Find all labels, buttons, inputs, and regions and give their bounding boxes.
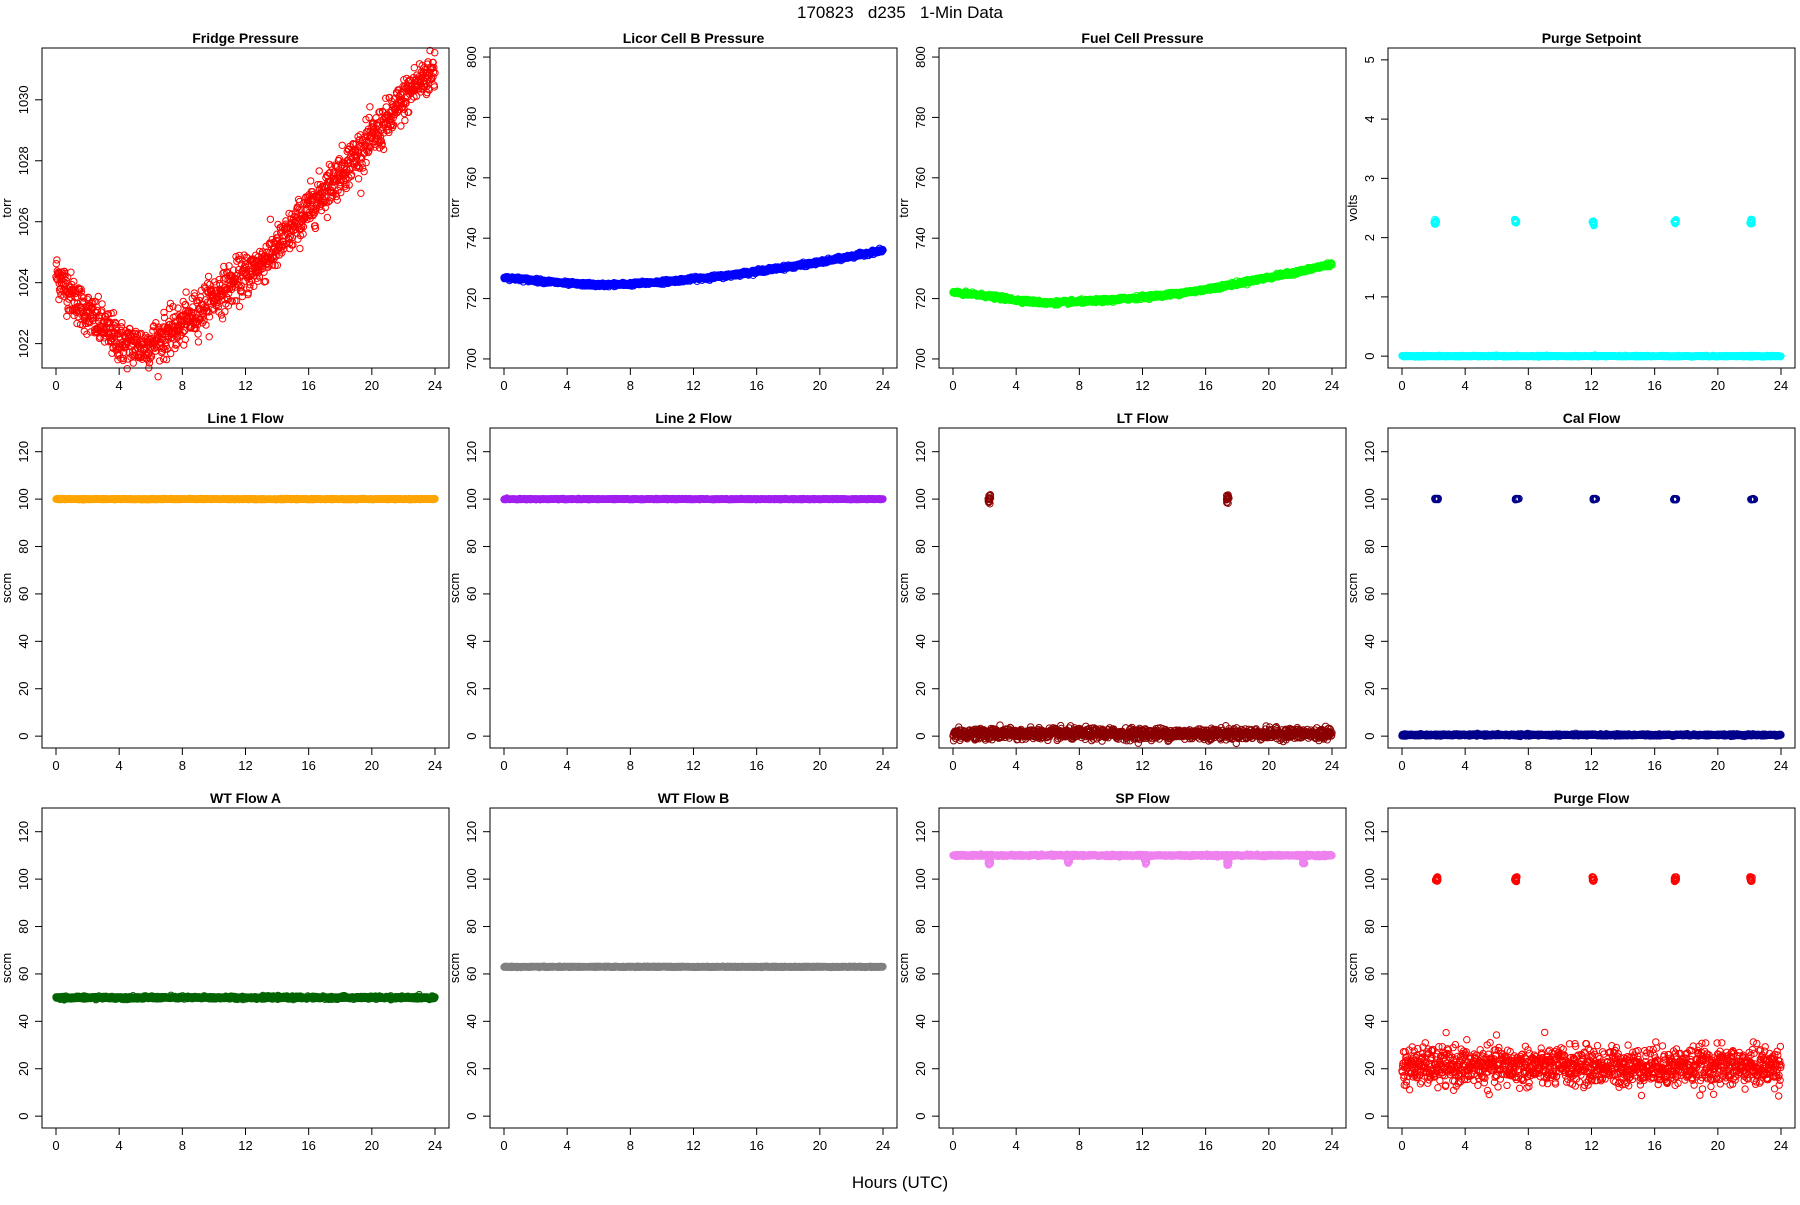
figure-x-axis-label: Hours (UTC) xyxy=(852,1173,948,1192)
y-axis-label: torr xyxy=(896,198,911,218)
y-tick-label: 1028 xyxy=(16,146,31,175)
y-tick-label: 740 xyxy=(464,227,479,249)
y-tick-label: 700 xyxy=(464,348,479,370)
x-tick-label: 16 xyxy=(749,378,763,393)
figure-title: 170823 d235 1-Min Data xyxy=(797,3,1004,22)
x-tick-label: 24 xyxy=(1325,378,1339,393)
panel-title: Fridge Pressure xyxy=(192,30,299,46)
x-tick-label: 4 xyxy=(116,378,123,393)
x-tick-label: 12 xyxy=(1135,378,1149,393)
x-tick-label: 8 xyxy=(627,378,634,393)
y-tick-label: 720 xyxy=(913,288,928,310)
y-tick-label: 700 xyxy=(913,348,928,370)
x-tick-label: 8 xyxy=(179,378,186,393)
x-tick-label: 16 xyxy=(1198,378,1212,393)
x-tick-label: 8 xyxy=(1076,378,1083,393)
y-tick-label: 1026 xyxy=(16,207,31,236)
y-tick-label: 780 xyxy=(464,107,479,129)
panel-title: Licor Cell B Pressure xyxy=(623,30,765,46)
x-tick-label: 4 xyxy=(564,378,571,393)
x-tick-label: 0 xyxy=(949,378,956,393)
y-tick-label: 780 xyxy=(913,107,928,129)
y-axis-label: torr xyxy=(0,198,14,218)
y-tick-label: 760 xyxy=(464,167,479,189)
y-tick-label: 740 xyxy=(913,227,928,249)
panel-title: Purge Setpoint xyxy=(1542,30,1642,46)
y-tick-label: 800 xyxy=(464,46,479,68)
y-tick-label: 1030 xyxy=(16,85,31,114)
panel-title: Fuel Cell Pressure xyxy=(1081,30,1203,46)
y-tick-label: 800 xyxy=(913,46,928,68)
x-tick-label: 20 xyxy=(813,378,827,393)
x-tick-label: 12 xyxy=(238,378,252,393)
y-tick-label: 1022 xyxy=(16,329,31,358)
x-tick-label: 16 xyxy=(301,378,315,393)
x-tick-label: 4 xyxy=(1013,378,1020,393)
x-tick-label: 0 xyxy=(52,378,59,393)
x-tick-label: 24 xyxy=(876,378,890,393)
y-tick-label: 720 xyxy=(464,288,479,310)
y-tick-label: 1024 xyxy=(16,268,31,297)
x-tick-label: 0 xyxy=(500,378,507,393)
y-axis-label: torr xyxy=(447,198,462,218)
x-tick-label: 24 xyxy=(428,378,442,393)
y-tick-label: 760 xyxy=(913,167,928,189)
x-tick-label: 20 xyxy=(365,378,379,393)
x-tick-label: 20 xyxy=(1262,378,1276,393)
x-tick-label: 12 xyxy=(686,378,700,393)
